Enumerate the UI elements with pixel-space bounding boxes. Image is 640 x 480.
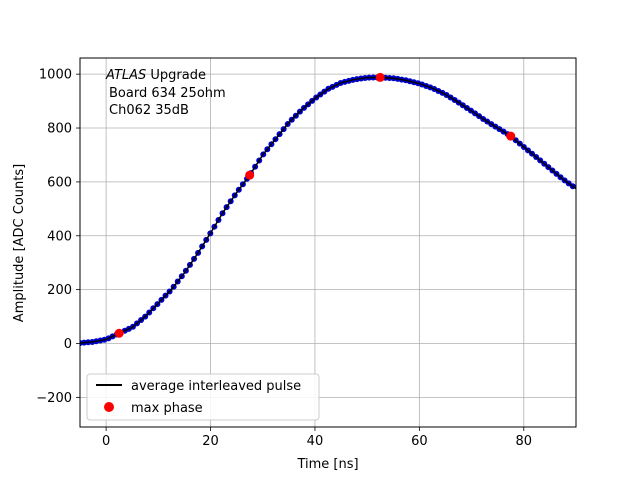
x-tick-label: 0 [102,434,110,449]
max-phase-point [114,328,124,338]
plot-frame [79,57,577,428]
x-axis-ticks: 0 20 40 60 80 [102,427,532,449]
y-tick-label: 600 [47,175,72,190]
x-tick-label: 40 [307,434,324,449]
annotation-line-3: Ch062 35dB [109,103,189,118]
max-phase-point [506,131,516,141]
annotation-atlas: ATLAS [105,68,146,83]
y-tick-label: 0 [64,337,72,352]
pulse-line [80,76,576,344]
x-tick-label: 20 [202,434,219,449]
x-tick-label: 60 [411,434,428,449]
max-phase-point [245,170,255,180]
annotation-upgrade: Upgrade [146,68,206,83]
x-axis-label: Time [ns] [296,457,358,472]
x-tick-label: 80 [516,434,533,449]
y-tick-label: 1000 [39,68,72,83]
legend-circle-marker [104,402,114,412]
legend-box [86,373,320,421]
legend-entry-max-phase: max phase [131,401,203,416]
y-axis-ticks: −200 0 200 400 600 800 1000 [36,68,80,406]
y-tick-label: 800 [47,122,72,137]
y-axis-label: Amplitude [ADC Counts] [12,164,27,322]
legend-entry-pulse: average interleaved pulse [131,379,301,394]
annotation-line-1: ATLAS Upgrade [105,68,206,83]
y-tick-label: −200 [36,391,72,406]
max-phase-point [375,72,385,82]
max-phase-points [114,72,516,338]
y-tick-label: 200 [47,283,72,298]
legend: average interleaved pulse max phase [86,373,320,421]
annotation-line-2: Board 634 25ohm [109,86,226,101]
y-tick-label: 400 [47,229,72,244]
annotation: ATLAS Upgrade Board 634 25ohm Ch062 35dB [105,68,226,118]
plot-area [80,72,576,346]
